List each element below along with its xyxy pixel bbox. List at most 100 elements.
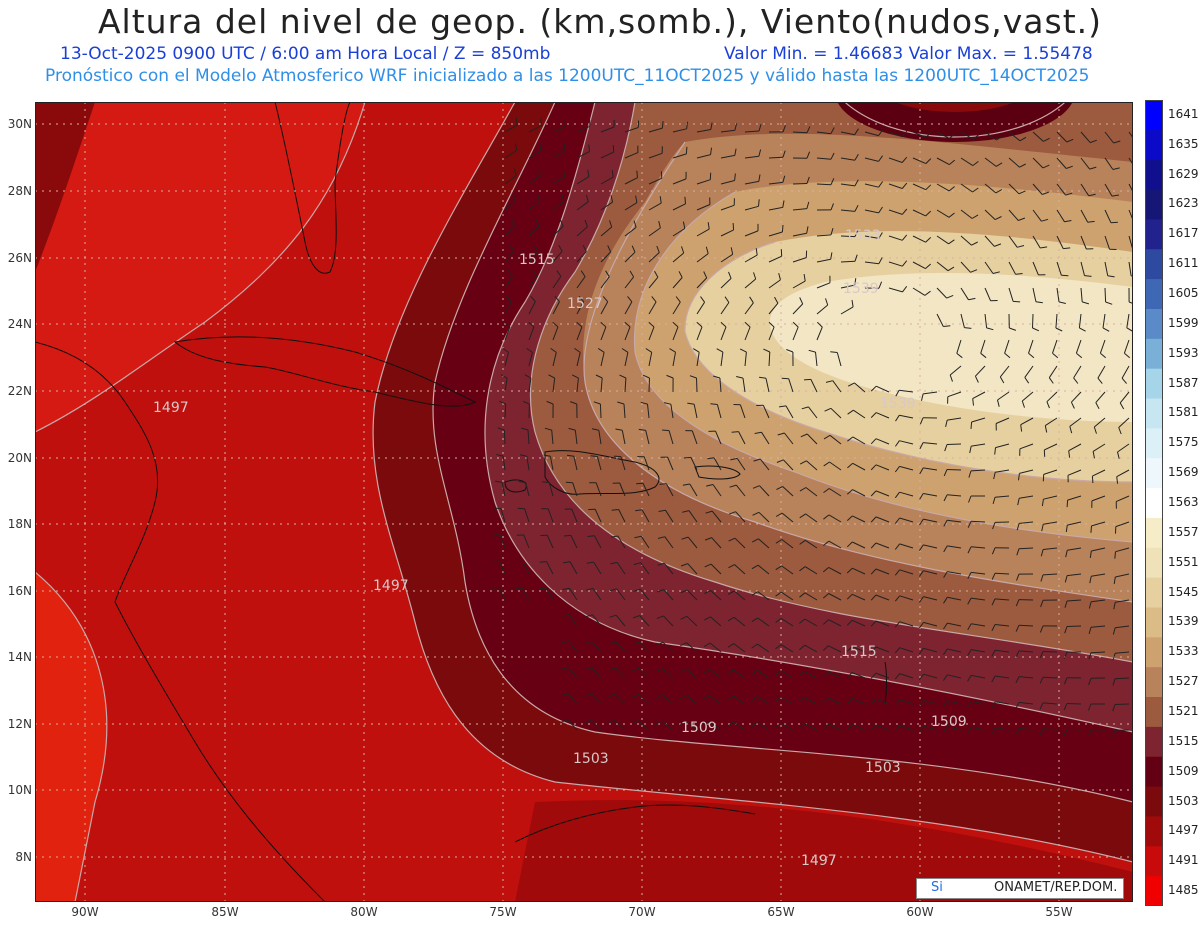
wind-barb bbox=[806, 433, 818, 445]
wind-barb-flag bbox=[994, 243, 1002, 247]
wind-barb bbox=[1032, 313, 1034, 329]
wind-barb-flag bbox=[968, 495, 972, 503]
color-scale-label: 1635 bbox=[1168, 136, 1199, 151]
wind-barb bbox=[899, 491, 914, 497]
wind-barb bbox=[923, 493, 938, 497]
wind-barb-flag bbox=[925, 263, 932, 269]
wind-barb-flag bbox=[768, 321, 775, 328]
wind-barb-flag bbox=[822, 697, 829, 704]
wind-barb-flag bbox=[574, 347, 581, 353]
wind-barb-flag bbox=[846, 489, 853, 495]
wind-barb bbox=[899, 569, 914, 575]
wind-barb bbox=[1117, 443, 1130, 453]
wind-barb-flag bbox=[894, 595, 901, 602]
wind-barb bbox=[1019, 443, 1034, 450]
wind-barb-flag bbox=[1052, 352, 1059, 359]
wind-barb-flag bbox=[509, 244, 515, 252]
wind-barb-flag bbox=[901, 156, 908, 163]
wind-barb-flag bbox=[1063, 677, 1068, 685]
wind-barb-flag bbox=[543, 454, 551, 457]
wind-barb bbox=[593, 535, 602, 549]
wind-barb-flag bbox=[568, 427, 576, 431]
contour-value-labels: 1515 1527 1533 1539 1539 1497 1497 1509 … bbox=[153, 228, 967, 869]
wind-barb bbox=[768, 181, 783, 185]
wind-barb-flag bbox=[846, 698, 853, 704]
wind-barb-flag bbox=[550, 347, 557, 353]
lat-label: 20N bbox=[7, 451, 32, 465]
wind-barb-flag bbox=[539, 561, 547, 563]
wind-barb bbox=[816, 258, 831, 263]
wind-barb-flag bbox=[846, 593, 853, 600]
wind-barb-flag bbox=[734, 148, 737, 156]
wind-barb bbox=[595, 482, 602, 497]
wind-barb bbox=[528, 250, 539, 263]
wind-barb-flag bbox=[1040, 246, 1048, 249]
wind-barb-flag bbox=[689, 375, 697, 379]
wind-barb bbox=[1104, 287, 1107, 303]
wind-barb bbox=[624, 251, 636, 263]
wind-barb-flag bbox=[538, 587, 546, 590]
wind-barb-flag bbox=[656, 245, 660, 253]
wind-barb bbox=[947, 700, 962, 705]
wind-barb-flag bbox=[822, 567, 830, 573]
wind-barb-flag bbox=[727, 616, 735, 622]
wind-barb bbox=[828, 619, 842, 627]
wind-barb-flag bbox=[1088, 652, 1092, 660]
wind-barb bbox=[624, 352, 629, 367]
wind-barb bbox=[960, 157, 974, 167]
wind-barb-flag bbox=[586, 588, 594, 591]
wind-barb-flag bbox=[1017, 245, 1025, 248]
wind-barb-flag bbox=[854, 254, 858, 262]
wind-barb-flag bbox=[1039, 702, 1044, 710]
wind-barb bbox=[984, 261, 994, 274]
wind-barb bbox=[994, 495, 1010, 498]
wind-barb-flag bbox=[558, 244, 563, 252]
wind-barb-flag bbox=[497, 427, 505, 431]
wind-barb bbox=[984, 235, 995, 247]
wind-barb bbox=[648, 177, 663, 185]
wind-barb-flag bbox=[1028, 352, 1035, 359]
wind-barb-flag bbox=[854, 154, 859, 161]
wind-barb-flag bbox=[925, 210, 932, 217]
wind-barb-flag bbox=[894, 440, 900, 447]
wind-barb bbox=[1008, 183, 1020, 195]
wind-barb-flag bbox=[775, 670, 782, 676]
wind-barb bbox=[709, 642, 722, 653]
wind-barb bbox=[1024, 365, 1034, 378]
wind-barb bbox=[1032, 131, 1044, 142]
wind-barb-flag bbox=[878, 257, 883, 264]
wind-barb-flag bbox=[683, 456, 691, 459]
wind-barb bbox=[504, 301, 512, 315]
wind-barb bbox=[923, 673, 938, 679]
forecast-map: 1515 1527 1533 1539 1539 1497 1497 1509 … bbox=[35, 102, 1133, 902]
wind-barb-flag bbox=[704, 590, 711, 594]
wind-barb-flag bbox=[970, 421, 973, 429]
wind-barb-flag bbox=[825, 298, 829, 306]
wind-barb-flag bbox=[1116, 476, 1119, 484]
wind-barb-flag bbox=[585, 640, 593, 644]
wind-barb-flag bbox=[799, 566, 806, 572]
wind-barb bbox=[1080, 235, 1087, 250]
wind-barb bbox=[757, 669, 770, 679]
wind-barb-flag bbox=[570, 401, 577, 405]
wind-barb-flag bbox=[731, 431, 739, 433]
wind-barb-flag bbox=[803, 378, 811, 381]
wind-barb bbox=[971, 674, 986, 679]
wind-barb-flag bbox=[734, 123, 738, 131]
wind-barb bbox=[744, 254, 758, 263]
wind-barb-flag bbox=[1068, 450, 1071, 458]
wind-barb bbox=[829, 461, 842, 471]
wind-barb-flag bbox=[729, 484, 737, 488]
wind-barb bbox=[720, 253, 733, 263]
wind-barb bbox=[696, 204, 711, 211]
wind-barb bbox=[1104, 235, 1110, 250]
wind-barb-flag bbox=[967, 701, 972, 708]
wind-barb bbox=[624, 276, 634, 289]
wind-barb-flag bbox=[607, 245, 612, 253]
wind-barb-flag bbox=[615, 428, 623, 431]
wind-barb bbox=[995, 469, 1010, 473]
wind-barb bbox=[1028, 339, 1034, 354]
wind-barb bbox=[836, 352, 842, 367]
wind-barb-flag bbox=[561, 194, 565, 202]
wind-barb bbox=[1119, 391, 1130, 404]
